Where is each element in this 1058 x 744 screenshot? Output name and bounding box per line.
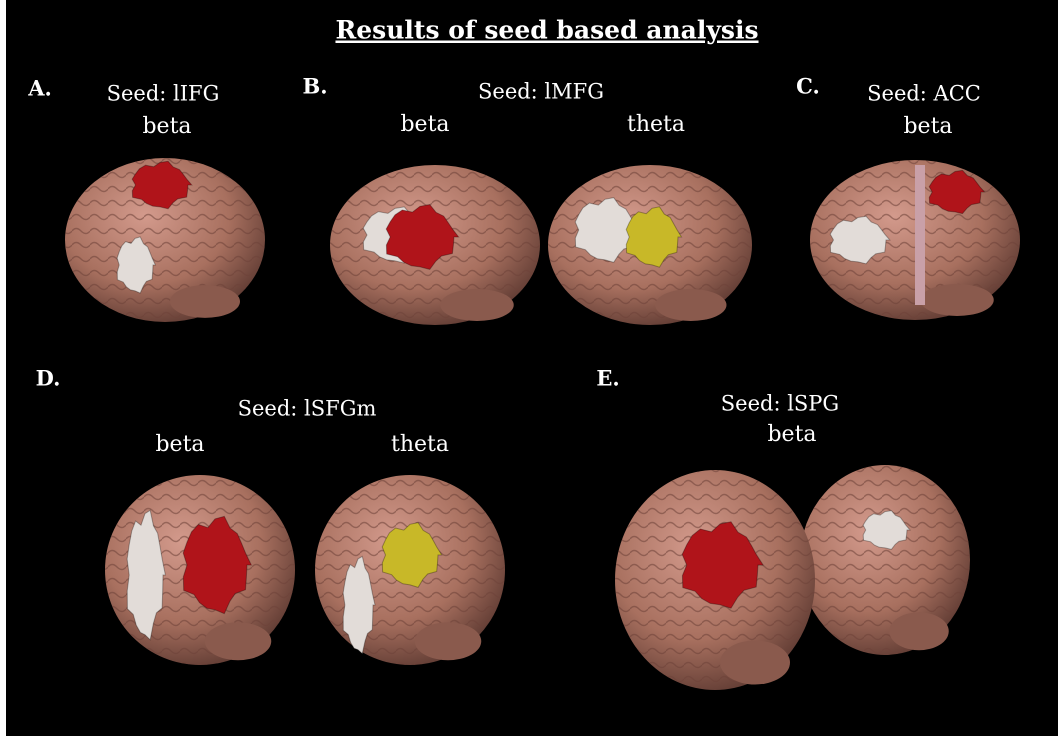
cerebellum [655,289,726,321]
cerebellum [170,285,240,318]
panel-label: A. [27,76,52,101]
panel-label: C. [796,74,820,99]
band-label: beta [767,422,816,447]
cerebellum [205,622,272,660]
seed-label: Seed: ACC [867,82,981,106]
band-label: beta [142,114,191,139]
band-label: beta [155,432,204,457]
seed-label: Seed: lSFGm [238,397,377,421]
seed-label: Seed: lSPG [721,392,839,416]
seed-label: Seed: lMFG [478,80,604,104]
band-label: theta [391,432,449,457]
cerebellum [720,641,790,685]
seed-label: Seed: lIFG [107,82,220,106]
panel-label: D. [36,366,61,391]
figure-title: Results of seed based analysis [335,16,758,45]
page: {"title": "Results of seed based analysi… [0,0,1058,744]
panel-label: B. [302,74,327,99]
band-label: beta [903,114,952,139]
cerebellum [920,284,994,316]
slice-plane [915,165,925,305]
panel-label: E. [596,366,619,391]
cerebellum [889,612,949,650]
band-label: theta [627,112,685,137]
cerebellum [440,289,514,321]
figure: Results of seed based analysis A. Seed: l… [0,0,1058,744]
band-label: beta [400,112,449,137]
cerebellum [415,622,482,660]
